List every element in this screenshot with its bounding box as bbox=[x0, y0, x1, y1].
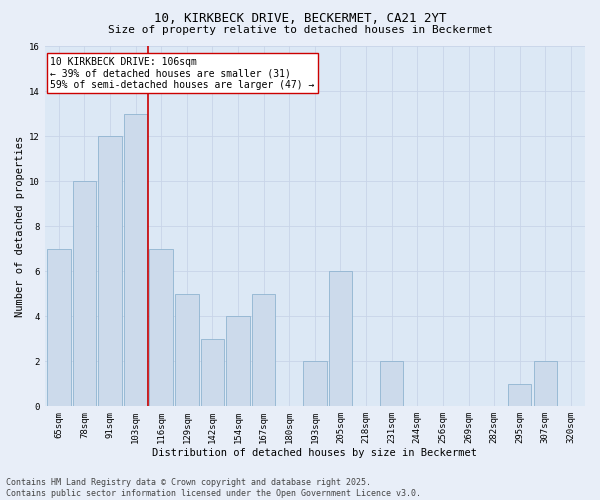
Bar bbox=[252, 294, 275, 406]
Y-axis label: Number of detached properties: Number of detached properties bbox=[15, 136, 25, 316]
Bar bbox=[98, 136, 122, 406]
Bar bbox=[47, 248, 71, 406]
X-axis label: Distribution of detached houses by size in Beckermet: Distribution of detached houses by size … bbox=[152, 448, 478, 458]
Bar bbox=[175, 294, 199, 406]
Bar bbox=[380, 361, 403, 406]
Bar bbox=[124, 114, 148, 406]
Bar bbox=[508, 384, 532, 406]
Text: Contains HM Land Registry data © Crown copyright and database right 2025.
Contai: Contains HM Land Registry data © Crown c… bbox=[6, 478, 421, 498]
Text: 10 KIRKBECK DRIVE: 106sqm
← 39% of detached houses are smaller (31)
59% of semi-: 10 KIRKBECK DRIVE: 106sqm ← 39% of detac… bbox=[50, 57, 314, 90]
Text: 10, KIRKBECK DRIVE, BECKERMET, CA21 2YT: 10, KIRKBECK DRIVE, BECKERMET, CA21 2YT bbox=[154, 12, 446, 26]
Bar bbox=[533, 361, 557, 406]
Bar bbox=[149, 248, 173, 406]
Bar bbox=[303, 361, 326, 406]
Bar bbox=[329, 271, 352, 406]
Bar bbox=[200, 338, 224, 406]
Text: Size of property relative to detached houses in Beckermet: Size of property relative to detached ho… bbox=[107, 25, 493, 35]
Bar bbox=[73, 181, 96, 406]
Bar bbox=[226, 316, 250, 406]
